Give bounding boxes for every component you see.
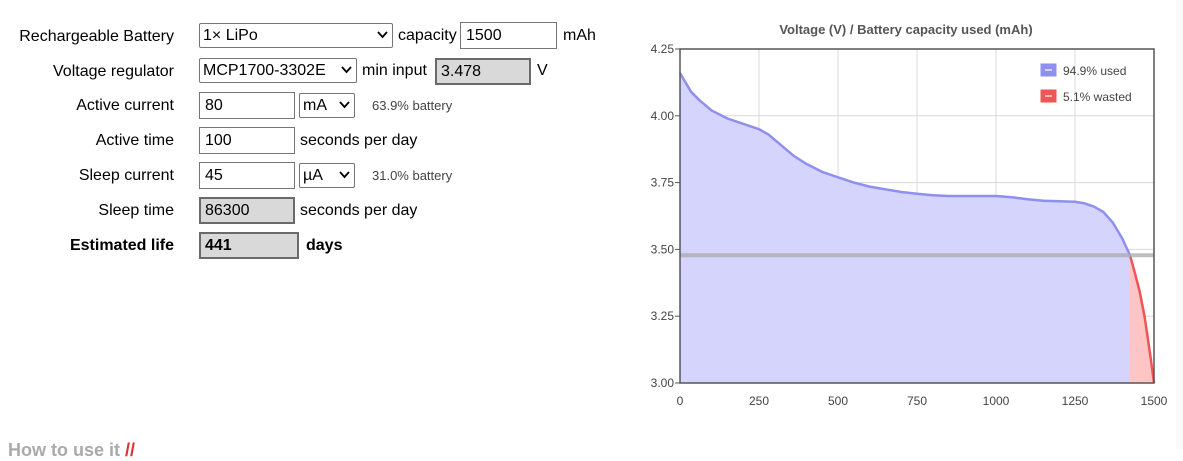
capacity-input[interactable]: 1500: [460, 22, 557, 49]
chart-title: Voltage (V) / Battery capacity used (mAh…: [779, 22, 1032, 37]
legend-label: 94.9% used: [1063, 64, 1126, 78]
sleep-time-suffix: seconds per day: [300, 202, 418, 219]
active-time-label: Active time: [95, 132, 174, 149]
chevron-down-icon: [341, 66, 352, 74]
y-tick-label: 3.25: [651, 309, 675, 323]
battery-label: Rechargeable Battery: [19, 28, 174, 45]
regulator-label: Voltage regulator: [53, 63, 174, 80]
active-time-suffix: seconds per day: [300, 132, 418, 149]
capacity-label: capacity: [398, 27, 457, 44]
min-input-unit: V: [537, 62, 548, 79]
min-input-field: 3.478: [435, 58, 531, 85]
active-current-label: Active current: [76, 97, 174, 114]
anchor-link[interactable]: //: [125, 440, 136, 460]
chevron-down-icon: [377, 31, 388, 39]
regulator-value: MCP1700-3302E: [203, 62, 326, 79]
how-to-use-title: How to use it: [8, 440, 120, 460]
y-tick-label: 3.75: [651, 176, 675, 190]
sleep-time-label: Sleep time: [98, 202, 174, 219]
sleep-current-label: Sleep current: [78, 167, 174, 184]
active-current-unit-select[interactable]: mA: [299, 93, 355, 118]
chart-axes: 0 250 500 750 1000 1250 1500 3.00 3.25 3.50 3.75 4.…: [651, 42, 1168, 408]
chevron-down-icon: [339, 171, 350, 179]
chart-legend[interactable]: 94.9% used 5.1% wasted: [1039, 62, 1132, 104]
x-tick-label: 750: [907, 394, 927, 408]
sleep-current-input[interactable]: 45: [199, 162, 295, 189]
battery-type-select[interactable]: 1× LiPo: [199, 23, 393, 48]
y-tick-label: 4.25: [651, 42, 675, 56]
active-time-input[interactable]: 100: [199, 127, 295, 154]
chevron-down-icon: [339, 101, 350, 109]
x-tick-label: 1500: [1141, 394, 1168, 408]
estimated-life-suffix: days: [306, 237, 343, 254]
y-tick-label: 3.50: [651, 242, 675, 256]
estimated-life-label: Estimated life: [69, 237, 174, 254]
sleep-current-unit-value: µA: [303, 167, 323, 184]
regulator-select[interactable]: MCP1700-3302E: [199, 58, 357, 83]
scrollbar[interactable]: [1176, 0, 1183, 449]
how-to-use-heading: How to use it //: [8, 440, 135, 461]
x-tick-label: 250: [749, 394, 769, 408]
min-input-label: min input: [362, 62, 427, 79]
sleep-time-field: 86300: [199, 197, 295, 224]
sleep-current-unit-select[interactable]: µA: [299, 163, 355, 188]
x-tick-label: 500: [828, 394, 848, 408]
x-tick-label: 0: [677, 394, 684, 408]
legend-item[interactable]: 94.9% used: [1039, 62, 1126, 78]
wasted-series-line: [1128, 254, 1156, 384]
x-tick-label: 1000: [983, 394, 1010, 408]
active-current-input[interactable]: 80: [199, 92, 295, 119]
legend-label: 5.1% wasted: [1063, 90, 1132, 104]
active-current-unit-value: mA: [303, 97, 327, 114]
plot-frame: [679, 48, 1155, 384]
x-tick-label: 1250: [1062, 394, 1089, 408]
chart-areas: [678, 72, 1156, 384]
y-tick-label: 3.00: [651, 376, 675, 390]
y-tick-label: 4.00: [651, 109, 675, 123]
estimated-life-field: 441: [199, 232, 299, 259]
voltage-capacity-chart: Voltage (V) / Battery capacity used (mAh…: [651, 22, 1168, 408]
wasted-series-area: [1129, 255, 1154, 383]
capacity-unit: mAh: [563, 27, 596, 44]
active-current-note: 63.9% battery: [372, 98, 453, 113]
used-series-line: [678, 72, 1132, 256]
legend-item[interactable]: 5.1% wasted: [1039, 88, 1132, 104]
sleep-current-note: 31.0% battery: [372, 168, 453, 183]
used-series-area: [680, 73, 1130, 383]
battery-type-value: 1× LiPo: [203, 27, 258, 44]
